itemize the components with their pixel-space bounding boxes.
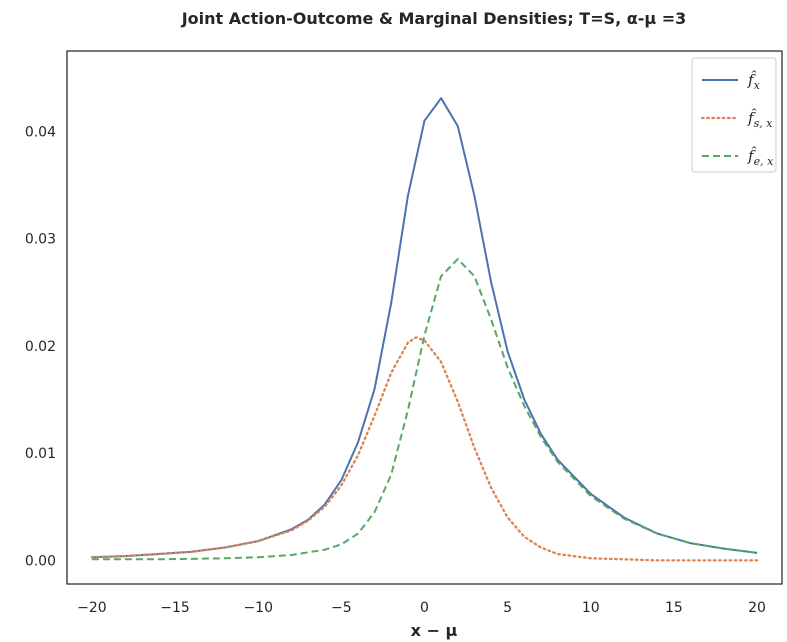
x-tick-label: −5 bbox=[331, 600, 352, 616]
legend-box bbox=[691, 57, 777, 173]
y-axis: 0.00 0.01 0.02 0.03 0.04 bbox=[25, 124, 56, 569]
x-tick-label: 15 bbox=[665, 600, 683, 616]
x-tick-label: 5 bbox=[503, 600, 512, 616]
x-tick-label: −15 bbox=[160, 600, 190, 616]
series-line-3 bbox=[91, 258, 758, 561]
x-axis-label: x − μ bbox=[411, 621, 458, 640]
y-tick-label: 0.01 bbox=[25, 446, 56, 462]
series-line-2 bbox=[90, 336, 759, 562]
x-tick-label: 20 bbox=[748, 600, 766, 616]
y-tick-label: 0.00 bbox=[25, 553, 56, 569]
chart-title: Joint Action-Outcome & Marginal Densitie… bbox=[181, 9, 687, 28]
x-tick-label: 10 bbox=[582, 600, 600, 616]
x-tick-label: −20 bbox=[77, 600, 107, 616]
legend: f̂xf̂s, xf̂e, x bbox=[691, 57, 777, 173]
x-tick-label: 0 bbox=[420, 600, 429, 616]
x-axis: −20 −15 −10 −5 0 5 10 15 20 bbox=[77, 600, 766, 616]
y-tick-label: 0.04 bbox=[25, 124, 56, 140]
plot-area bbox=[90, 97, 759, 562]
plot-frame bbox=[66, 50, 783, 585]
x-tick-label: −10 bbox=[243, 600, 273, 616]
y-tick-label: 0.02 bbox=[25, 339, 56, 355]
y-tick-label: 0.03 bbox=[25, 232, 56, 248]
